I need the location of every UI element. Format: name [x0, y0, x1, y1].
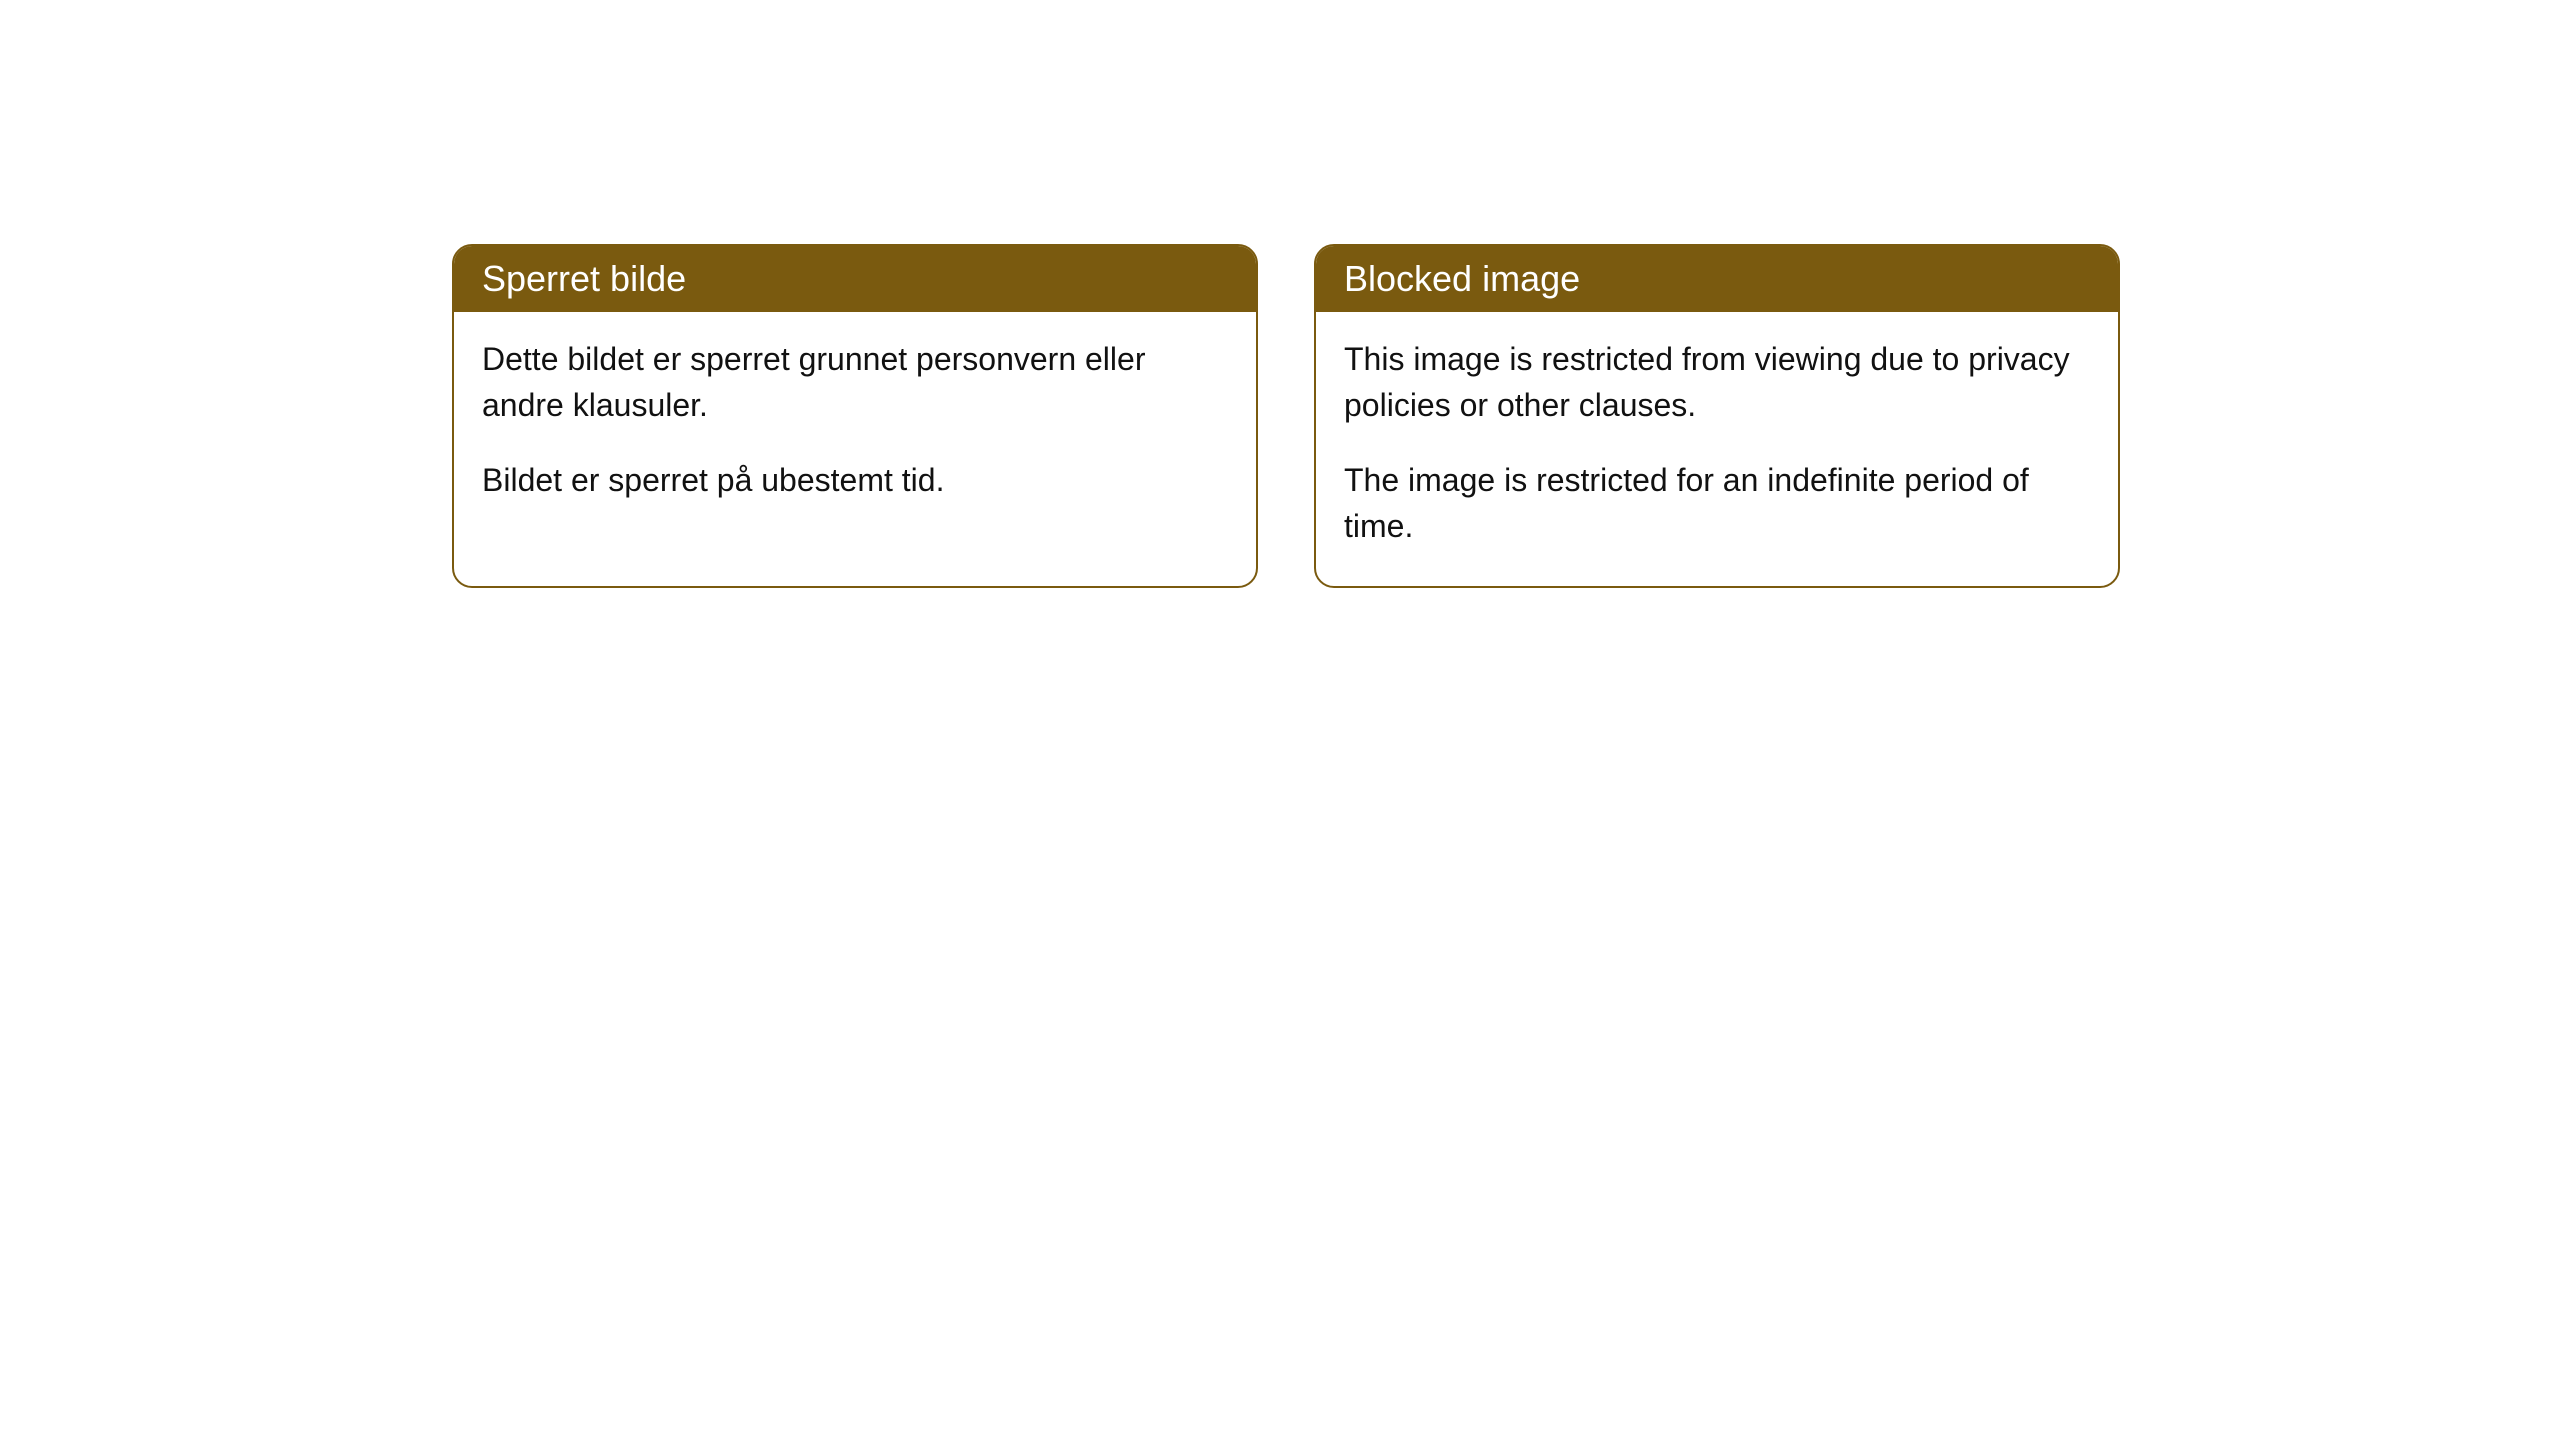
card-paragraph: This image is restricted from viewing du… — [1344, 336, 2090, 429]
blocked-image-card-en: Blocked image This image is restricted f… — [1314, 244, 2120, 588]
card-header: Sperret bilde — [454, 246, 1256, 312]
card-title: Sperret bilde — [482, 258, 686, 299]
cards-container: Sperret bilde Dette bildet er sperret gr… — [452, 244, 2120, 588]
card-body: This image is restricted from viewing du… — [1316, 312, 2118, 586]
card-header: Blocked image — [1316, 246, 2118, 312]
card-paragraph: Bildet er sperret på ubestemt tid. — [482, 457, 1228, 503]
card-paragraph: Dette bildet er sperret grunnet personve… — [482, 336, 1228, 429]
card-paragraph: The image is restricted for an indefinit… — [1344, 457, 2090, 550]
card-title: Blocked image — [1344, 258, 1580, 299]
card-body: Dette bildet er sperret grunnet personve… — [454, 312, 1256, 539]
blocked-image-card-no: Sperret bilde Dette bildet er sperret gr… — [452, 244, 1258, 588]
